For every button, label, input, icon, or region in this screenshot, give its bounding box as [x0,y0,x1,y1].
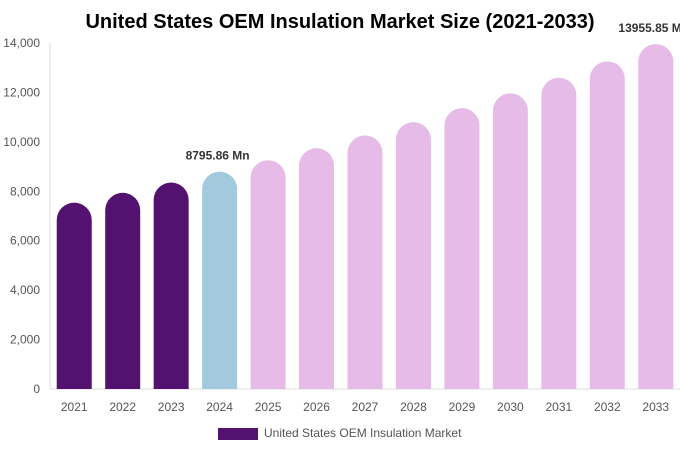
y-tick-label: 8,000 [10,184,40,198]
data-label: 13955.85 Mn [618,21,680,35]
x-tick-label: 2033 [642,400,669,414]
bar-2029[interactable] [444,108,480,390]
y-tick-label: 10,000 [3,135,40,149]
bar-2033[interactable] [638,44,674,390]
x-tick-label: 2029 [449,400,476,414]
x-tick-label: 2024 [206,400,233,414]
bar-2022[interactable] [105,192,141,389]
bar-2021[interactable] [56,202,92,389]
x-tick-label: 2026 [303,400,330,414]
y-tick-label: 0 [33,382,40,396]
data-label: 8795.86 Mn [186,149,250,163]
bar-2024[interactable] [202,171,238,389]
y-tick-label: 12,000 [3,85,40,99]
x-tick-label: 2030 [497,400,524,414]
y-tick-label: 4,000 [10,283,40,297]
legend-label: United States OEM Insulation Market [264,426,462,440]
x-tick-label: 2027 [352,400,379,414]
legend-swatch [218,428,258,440]
x-tick-label: 2025 [255,400,282,414]
bar-2030[interactable] [492,93,528,390]
bar-2026[interactable] [299,148,335,389]
x-tick-label: 2023 [158,400,185,414]
bar-2032[interactable] [589,61,625,389]
bar-2027[interactable] [347,135,383,389]
y-tick-label: 6,000 [10,234,40,248]
bar-2025[interactable] [250,160,286,389]
x-tick-label: 2022 [109,400,136,414]
bar-2031[interactable] [541,77,577,389]
bar-2028[interactable] [395,122,431,390]
y-tick-label: 14,000 [3,36,40,50]
chart-title: United States OEM Insulation Market Size… [85,11,594,33]
x-tick-label: 2031 [545,400,572,414]
y-tick-label: 2,000 [10,333,40,347]
bar-2023[interactable] [153,182,189,389]
x-tick-label: 2032 [594,400,621,414]
x-tick-label: 2028 [400,400,427,414]
legend[interactable]: United States OEM Insulation Market [218,426,462,440]
x-tick-label: 2021 [61,400,88,414]
